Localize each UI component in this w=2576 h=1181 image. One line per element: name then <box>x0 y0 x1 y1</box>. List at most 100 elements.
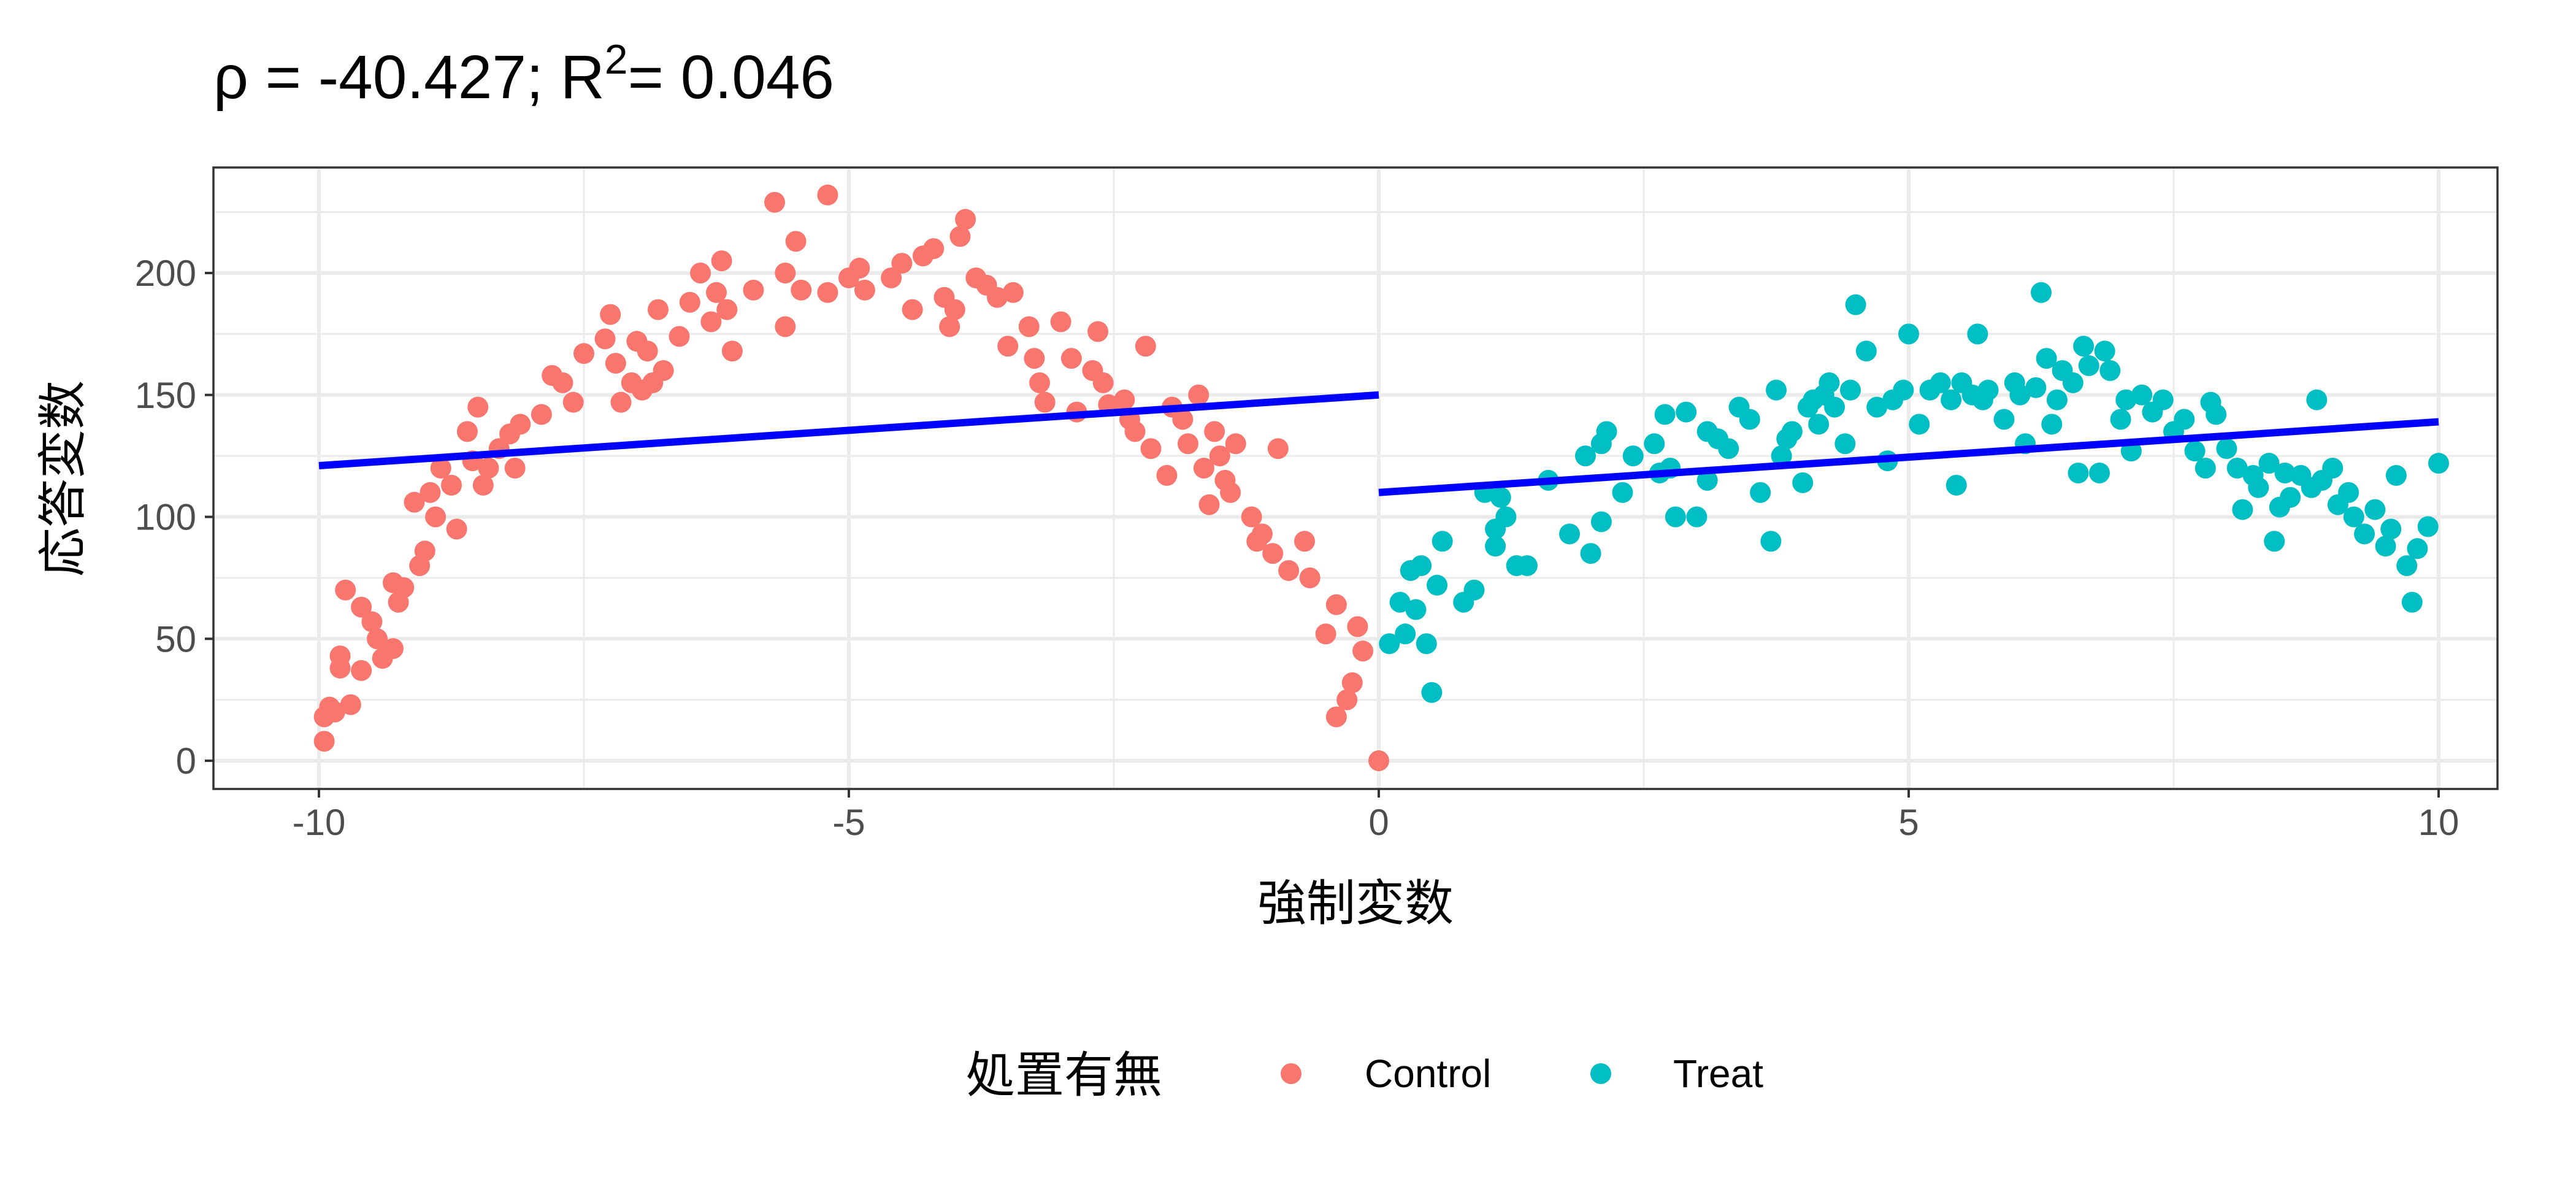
regression-lines <box>318 391 2439 496</box>
data-point-control <box>849 258 870 279</box>
data-point-control <box>647 299 669 320</box>
data-point-treat <box>2417 516 2439 537</box>
data-point-control <box>351 660 372 681</box>
data-point-control <box>467 396 489 418</box>
data-point-control <box>367 628 388 650</box>
data-point-treat <box>2115 389 2137 410</box>
data-point-treat <box>1893 379 1914 401</box>
data-point-treat <box>2375 536 2396 557</box>
data-point-treat <box>2354 523 2375 545</box>
data-point-control <box>552 372 573 393</box>
chart-title: ρ = -40.427; R2= 0.046 <box>213 36 834 112</box>
data-point-control <box>1299 567 1321 588</box>
data-point-treat <box>2131 384 2153 406</box>
data-point-control <box>1336 689 1358 710</box>
data-point-control <box>1220 482 1241 503</box>
data-point-control <box>1294 531 1316 552</box>
legend-title: 処置有無 <box>966 1048 1162 1102</box>
data-point-control <box>573 343 594 364</box>
data-point-treat <box>1622 445 1644 467</box>
y-tick-label: 200 <box>135 253 196 294</box>
data-point-treat <box>1516 555 1538 576</box>
data-point-treat <box>2407 538 2428 560</box>
data-point-treat <box>1485 536 1506 557</box>
data-point-treat <box>2206 404 2227 425</box>
data-point-control <box>923 238 945 260</box>
data-point-treat <box>1898 323 1919 345</box>
data-point-treat <box>2338 482 2359 503</box>
data-point-treat <box>1993 409 2015 430</box>
data-point-treat <box>1665 506 1686 528</box>
data-point-treat <box>1644 433 1665 455</box>
data-point-treat <box>1574 445 1596 467</box>
data-point-treat <box>2195 458 2216 479</box>
data-point-control <box>791 279 812 301</box>
data-point-control <box>361 611 383 633</box>
data-point-control <box>1267 438 1289 460</box>
data-point-treat <box>1760 531 1782 552</box>
data-point-treat <box>2041 414 2063 435</box>
data-point-treat <box>2110 409 2131 430</box>
data-point-control <box>472 474 494 496</box>
data-point-treat <box>2184 440 2206 462</box>
data-point-control <box>1018 316 1040 337</box>
data-point-control <box>986 287 1008 308</box>
legend-key-control <box>1281 1063 1301 1084</box>
data-point-treat <box>1612 482 1633 503</box>
x-axis-title: 強制変数 <box>1257 876 1454 931</box>
data-point-treat <box>1839 379 1861 401</box>
data-point-treat <box>2025 377 2047 398</box>
fit-line-treat <box>1378 418 2439 496</box>
data-point-control <box>711 250 732 272</box>
data-point-treat <box>1559 523 1581 545</box>
data-point-control <box>446 518 467 540</box>
data-point-control <box>393 577 415 598</box>
data-point-control <box>743 279 764 301</box>
data-points <box>313 184 2449 771</box>
x-tick-label: -5 <box>832 802 865 843</box>
data-point-treat <box>1781 421 1803 442</box>
data-point-control <box>1024 348 1045 369</box>
data-point-treat <box>1808 414 1830 435</box>
data-point-treat <box>2046 389 2068 410</box>
data-point-control <box>562 391 584 413</box>
data-point-control <box>949 226 971 247</box>
data-point-treat <box>2364 499 2386 520</box>
data-point-treat <box>1490 487 1511 508</box>
data-point-treat <box>2152 389 2174 410</box>
data-point-control <box>420 482 441 503</box>
x-tick-label: 0 <box>1368 802 1389 843</box>
data-point-control <box>721 340 743 362</box>
data-point-treat <box>2226 458 2248 479</box>
data-point-control <box>902 299 923 320</box>
data-point-treat <box>2380 518 2402 540</box>
data-point-treat <box>2428 453 2449 474</box>
data-point-control <box>881 267 902 288</box>
data-point-treat <box>1819 372 1840 393</box>
data-point-treat <box>2031 282 2052 303</box>
data-point-control <box>382 638 404 660</box>
data-point-control <box>669 326 690 347</box>
data-point-control <box>939 316 960 337</box>
grid <box>213 167 2497 789</box>
data-point-treat <box>1941 389 1962 410</box>
data-point-treat <box>2306 389 2328 410</box>
data-point-control <box>1087 321 1109 342</box>
data-point-control <box>1204 421 1225 442</box>
data-point-treat <box>1930 372 1951 393</box>
data-point-treat <box>1977 379 1999 401</box>
data-point-control <box>610 391 632 413</box>
data-point-control <box>1156 464 1178 486</box>
data-point-treat <box>1463 579 1485 601</box>
data-point-control <box>478 458 499 479</box>
data-point-treat <box>2036 348 2057 369</box>
legend: 処置有無 Control Treat <box>966 1048 1763 1102</box>
data-point-control <box>335 579 356 601</box>
data-point-treat <box>1834 433 1856 455</box>
data-point-control <box>637 340 658 362</box>
data-point-treat <box>2078 355 2099 377</box>
data-point-control <box>785 231 807 252</box>
data-point-treat <box>1845 294 1866 315</box>
data-point-treat <box>2174 409 2195 430</box>
